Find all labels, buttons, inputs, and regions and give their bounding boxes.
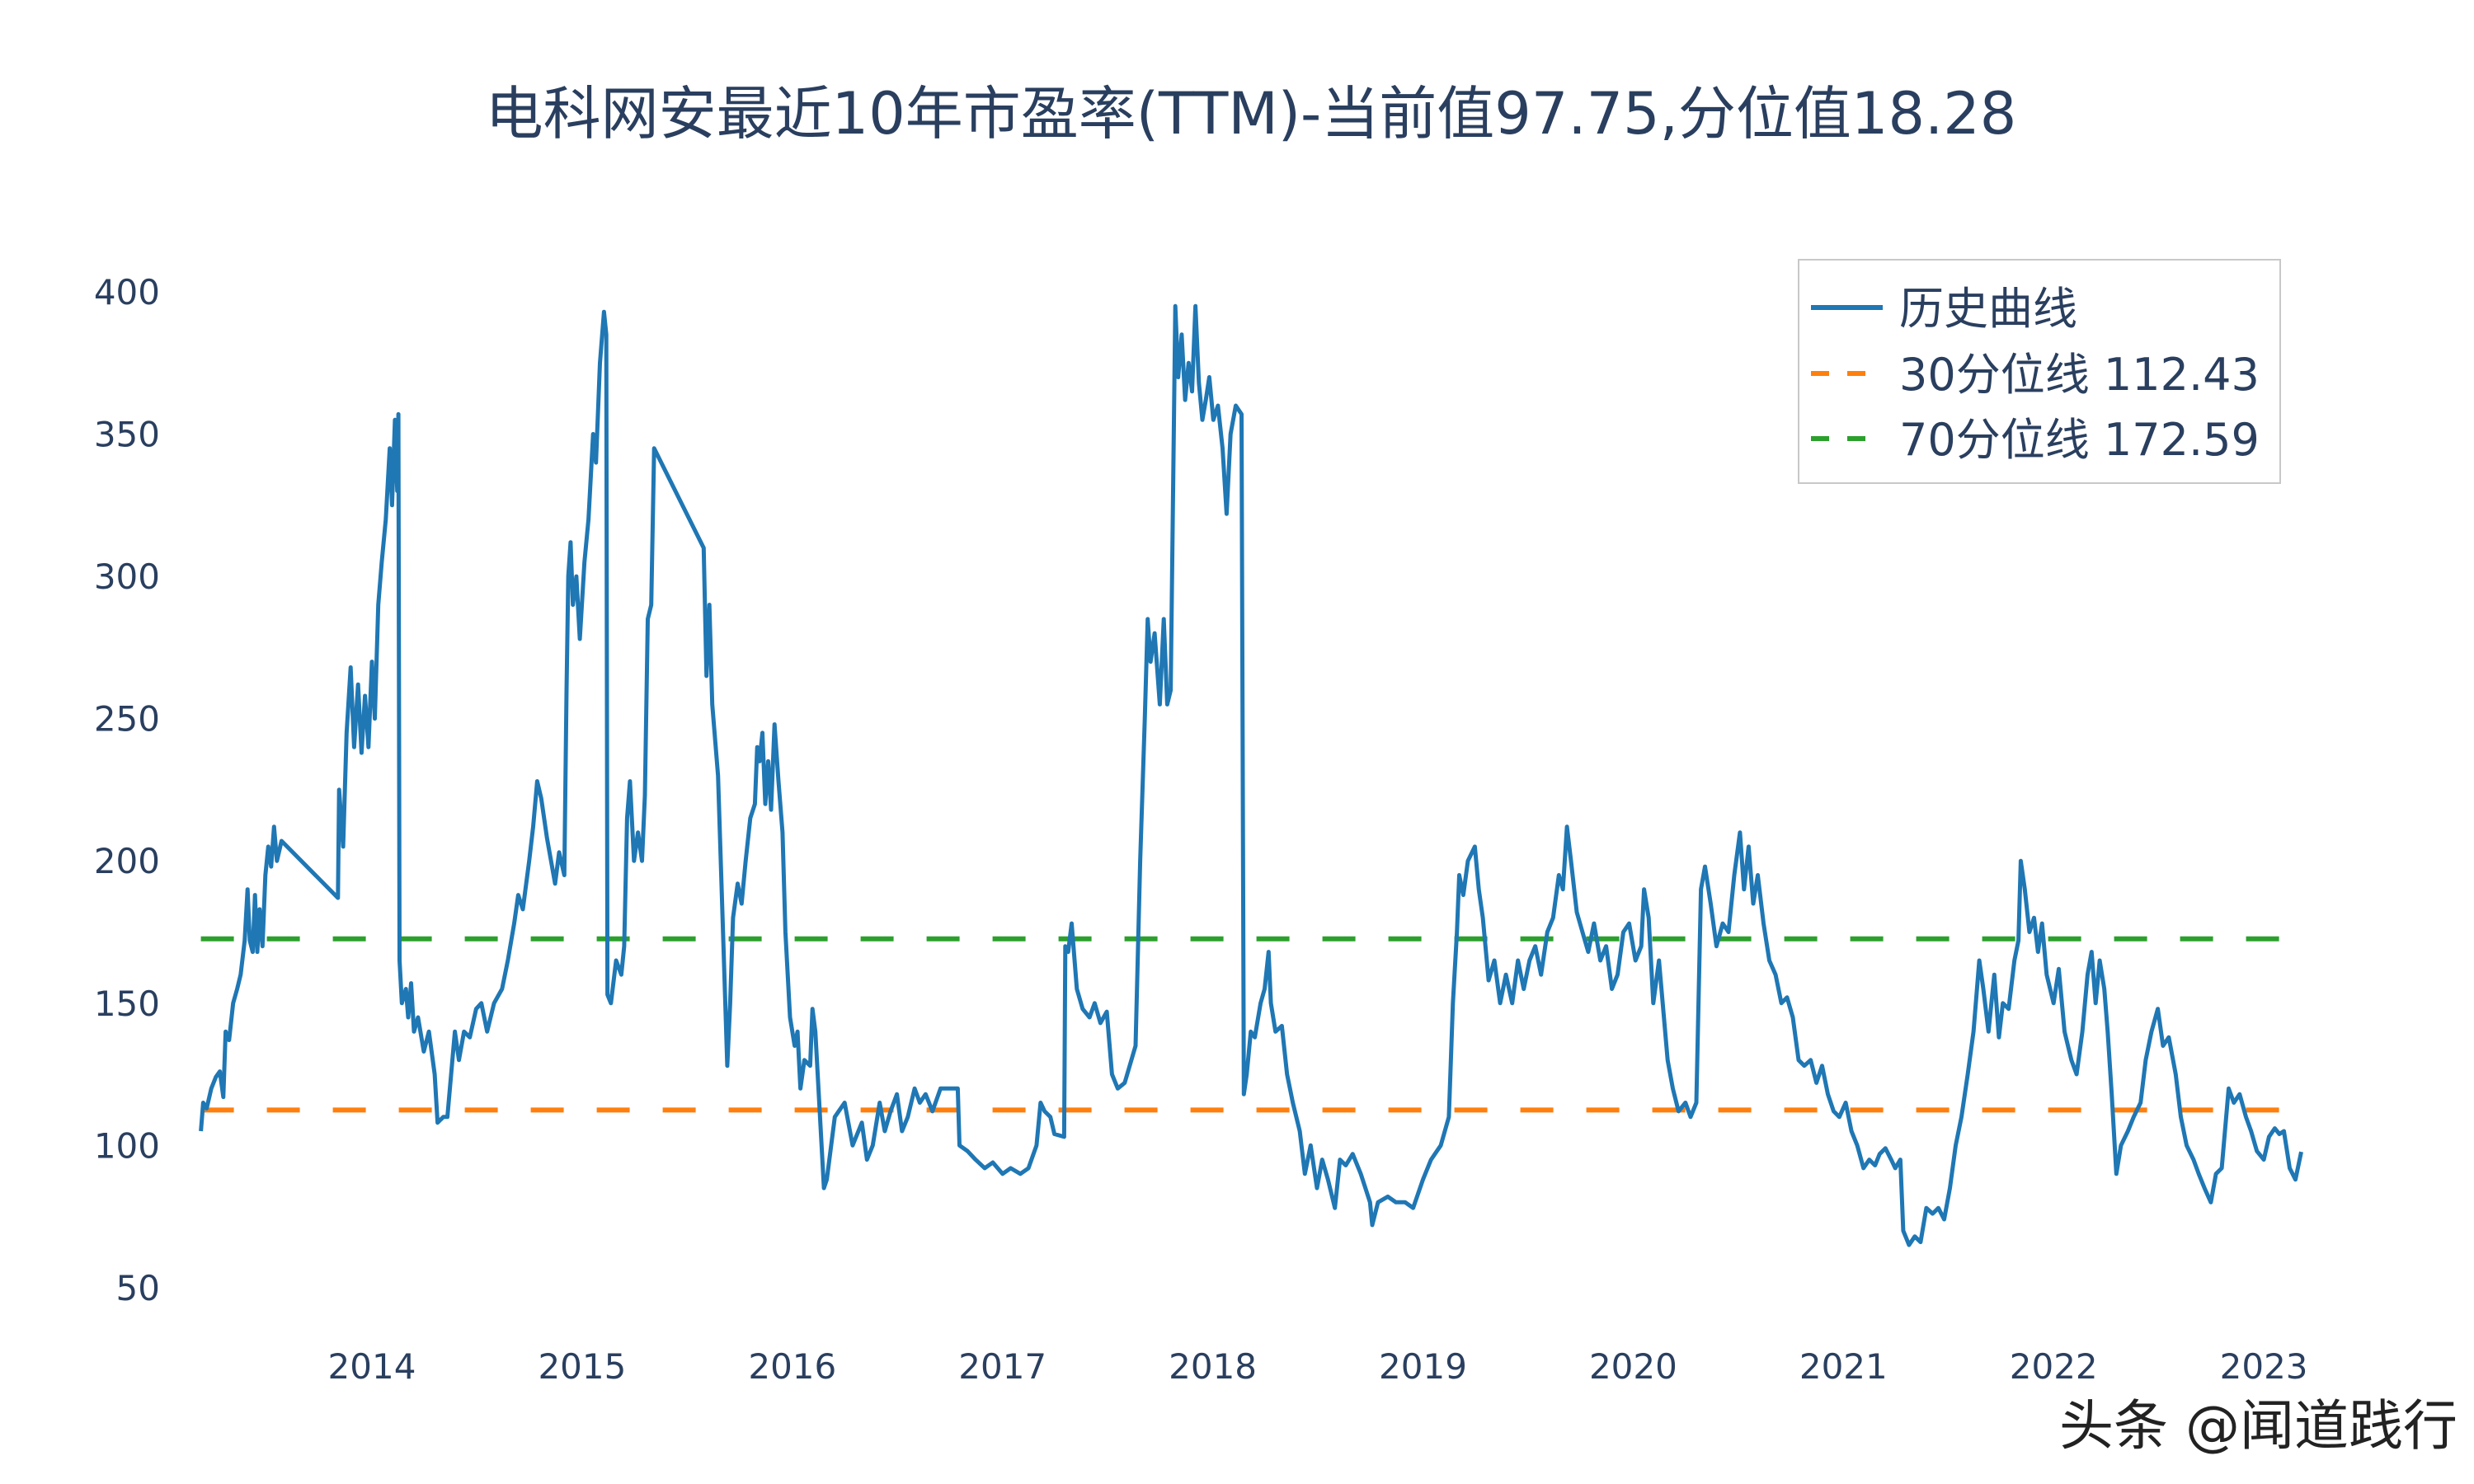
y-tick-label: 150	[94, 984, 160, 1024]
y-tick-label: 300	[94, 556, 160, 597]
x-tick-label: 2019	[1379, 1346, 1467, 1387]
y-tick-label: 100	[94, 1125, 160, 1166]
x-tick-label: 2016	[748, 1346, 836, 1387]
legend-label-70pct[interactable]: 70分位线 172.59	[1899, 414, 2260, 466]
y-tick-label: 200	[94, 841, 160, 881]
x-tick-label: 2020	[1589, 1346, 1677, 1387]
watermark: 头条 @闻道践行	[2059, 1394, 2458, 1458]
x-tick-label: 2018	[1169, 1346, 1257, 1387]
x-tick-label: 2022	[2010, 1346, 2098, 1387]
reference-lines	[200, 936, 2302, 1113]
y-tick-label: 250	[94, 699, 160, 740]
x-tick-label: 2023	[2220, 1346, 2308, 1387]
legend-box	[1798, 259, 2281, 484]
legend-label-30pct[interactable]: 30分位线 112.43	[1899, 349, 2260, 401]
x-tick-label: 2021	[1799, 1346, 1888, 1387]
x-tick-label: 2014	[328, 1346, 416, 1387]
x-tick-label: 2017	[958, 1346, 1047, 1387]
x-axis-ticks: 2014 2015 2016 2017 2018 2019 2020 2021 2022 2023	[328, 1346, 2308, 1387]
y-tick-label: 350	[94, 415, 160, 455]
series-group	[199, 303, 2303, 1247]
y-tick-label: 400	[94, 272, 160, 312]
y-axis-ticks: 400 350 300 250 200 150 100 50	[94, 272, 160, 1308]
x-tick-label: 2015	[538, 1346, 626, 1387]
legend: 历史曲线 30分位线 112.43 70分位线 172.59	[1798, 259, 2281, 484]
y-tick-label: 50	[116, 1268, 160, 1308]
chart-title: 电科网安最近10年市盈率(TTM)-当前值97.75,分位值18.28	[486, 80, 2017, 148]
legend-label-history[interactable]: 历史曲线	[1899, 283, 2077, 335]
series-line-history	[199, 303, 2303, 1247]
